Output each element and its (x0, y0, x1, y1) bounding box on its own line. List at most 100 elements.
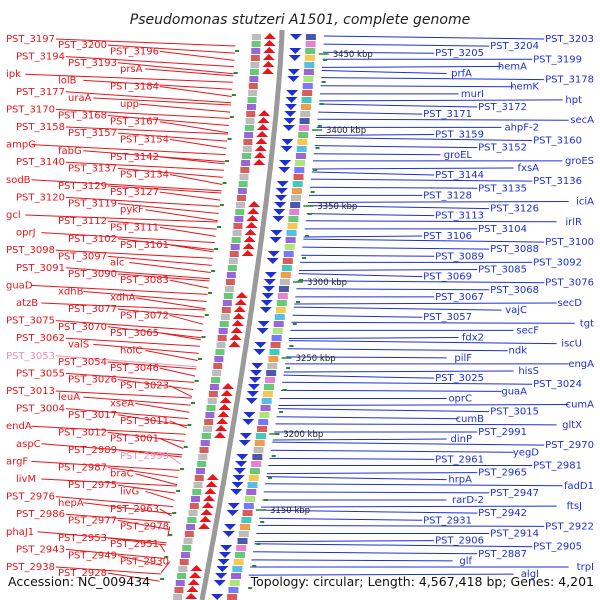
forward-gene-label-pst-3011[interactable]: PST_3011 (120, 416, 169, 427)
reverse-gene-label-fadd1[interactable]: fadD1 (564, 481, 594, 492)
forward-gene-label-pst-3177[interactable]: PST_3177 (16, 87, 65, 98)
reverse-gene-label-pst-3025[interactable]: PST_3025 (435, 373, 484, 384)
forward-gene-label-gcl[interactable]: gcl (6, 210, 21, 221)
reverse-gene-label-muri[interactable]: murI (461, 89, 484, 100)
forward-gene-label-oprj[interactable]: oprJ (16, 228, 36, 239)
reverse-gene-label-iscu[interactable]: iscU (561, 339, 582, 350)
forward-gene-label-pst-2978[interactable]: PST_2978 (120, 522, 169, 533)
forward-gene-label-hepa[interactable]: hepA (58, 498, 84, 509)
reverse-gene-label-pst-3172[interactable]: PST_3172 (478, 102, 527, 113)
forward-gene-label-pst-3091[interactable]: PST_3091 (16, 263, 65, 274)
forward-gene-label-guad[interactable]: guaD (6, 280, 33, 291)
reverse-gene-label-glf[interactable]: glf (459, 556, 472, 567)
forward-gene-label-pst-3111[interactable]: PST_3111 (110, 222, 159, 233)
forward-gene-label-pst-2976[interactable]: PST_2976 (6, 492, 55, 503)
forward-gene-label-pst-2943[interactable]: PST_2943 (16, 544, 65, 555)
forward-gene-label-pst-3055[interactable]: PST_3055 (16, 368, 65, 379)
reverse-gene-label-pst-3088[interactable]: PST_3088 (490, 244, 539, 255)
reverse-gene-label-hiss[interactable]: hisS (518, 366, 539, 377)
forward-gene-label-pst-3013[interactable]: PST_3013 (6, 386, 55, 397)
forward-gene-label-brac[interactable]: braC (110, 469, 134, 480)
forward-gene-label-pst-3101[interactable]: PST_3101 (120, 240, 169, 251)
reverse-gene-label-pst-3204[interactable]: PST_3204 (490, 41, 539, 52)
reverse-gene-label-cumb[interactable]: cumB (456, 414, 485, 425)
forward-gene-label-lolb[interactable]: lolB (58, 75, 77, 86)
reverse-gene-label-pst-3126[interactable]: PST_3126 (490, 204, 539, 215)
forward-gene-label-pst-3200[interactable]: PST_3200 (58, 40, 107, 51)
forward-gene-label-xsea[interactable]: xseA (110, 398, 134, 409)
forward-gene-label-enda[interactable]: endA (6, 421, 32, 432)
reverse-gene-label-algi[interactable]: algI (521, 569, 539, 580)
reverse-gene-label-groes[interactable]: groES (565, 156, 594, 167)
reverse-gene-label-pst-2970[interactable]: PST_2970 (545, 440, 594, 451)
reverse-gene-label-pst-3057[interactable]: PST_3057 (423, 312, 472, 323)
forward-gene-label-ipk[interactable]: ipk (6, 69, 21, 80)
forward-gene-label-pst-3137[interactable]: PST_3137 (68, 163, 117, 174)
reverse-gene-label-pst-2887[interactable]: PST_2887 (478, 549, 527, 560)
reverse-gene-label-pst-3067[interactable]: PST_3067 (435, 292, 484, 303)
reverse-gene-label-pst-3076[interactable]: PST_3076 (545, 278, 594, 289)
forward-gene-label-fabg[interactable]: fabG (58, 146, 82, 157)
forward-gene-label-pst-3046[interactable]: PST_3046 (110, 363, 159, 374)
reverse-gene-label-pst-3092[interactable]: PST_3092 (533, 257, 582, 268)
forward-gene-label-xdha[interactable]: xdhA (110, 293, 136, 304)
reverse-gene-label-pst-3015[interactable]: PST_3015 (490, 407, 539, 418)
forward-gene-label-pst-3184[interactable]: PST_3184 (110, 82, 159, 93)
forward-gene-label-livg[interactable]: livG (120, 486, 139, 497)
reverse-gene-label-pst-3152[interactable]: PST_3152 (478, 143, 527, 154)
reverse-gene-label-pst-3085[interactable]: PST_3085 (478, 264, 527, 275)
forward-gene-label-pst-3140[interactable]: PST_3140 (16, 157, 65, 168)
forward-gene-label-pst-3197[interactable]: PST_3197 (6, 34, 55, 45)
reverse-gene-label-pst-3128[interactable]: PST_3128 (423, 190, 472, 201)
forward-gene-label-pst-3075[interactable]: PST_3075 (6, 316, 55, 327)
reverse-gene-label-pst-3199[interactable]: PST_3199 (533, 54, 582, 65)
forward-gene-label-pst-3026[interactable]: PST_3026 (68, 375, 117, 386)
forward-gene-label-pst-2989[interactable]: PST_2989 (68, 445, 117, 456)
forward-gene-label-pst-3017[interactable]: PST_3017 (68, 410, 117, 421)
forward-gene-label-prsa[interactable]: prsA (120, 64, 143, 75)
reverse-gene-label-groel[interactable]: groEL (444, 150, 473, 161)
forward-gene-label-pst-3154[interactable]: PST_3154 (120, 134, 169, 145)
forward-gene-label-pst-3170[interactable]: PST_3170 (6, 104, 55, 115)
reverse-gene-label-pst-2905[interactable]: PST_2905 (533, 542, 582, 553)
forward-gene-label-pst-3054[interactable]: PST_3054 (58, 357, 107, 368)
forward-gene-label-pst-3102[interactable]: PST_3102 (68, 234, 117, 245)
reverse-gene-label-pst-3178[interactable]: PST_3178 (545, 75, 594, 86)
reverse-gene-label-ftsj[interactable]: ftsJ (567, 501, 582, 512)
forward-gene-label-pst-2975[interactable]: PST_2975 (68, 480, 117, 491)
reverse-gene-label-pst-3136[interactable]: PST_3136 (533, 176, 582, 187)
forward-gene-label-pst-3001[interactable]: PST_3001 (110, 434, 159, 445)
reverse-gene-label-vajc[interactable]: vajC (505, 305, 527, 316)
reverse-gene-label-pst-3100[interactable]: PST_3100 (545, 237, 594, 248)
reverse-gene-label-pst-3113[interactable]: PST_3113 (435, 211, 484, 222)
forward-gene-label-pst-3072[interactable]: PST_3072 (120, 310, 169, 321)
forward-gene-label-xdhb[interactable]: xdhB (58, 287, 84, 298)
forward-gene-label-pst-3053[interactable]: PST_3053 (6, 351, 55, 362)
forward-gene-label-alc[interactable]: alc (110, 258, 124, 269)
forward-gene-label-pst-2963[interactable]: PST_2963 (110, 504, 159, 515)
reverse-gene-label-pst-2906[interactable]: PST_2906 (435, 536, 484, 547)
reverse-gene-label-dinp[interactable]: dinP (451, 434, 473, 445)
forward-gene-label-aspc[interactable]: aspC (16, 439, 41, 450)
forward-gene-label-ampg[interactable]: ampG (6, 140, 36, 151)
reverse-gene-label-hemk[interactable]: hemK (510, 82, 539, 93)
forward-gene-label-phaj1[interactable]: phaJ1 (6, 527, 34, 538)
forward-gene-label-pst-3196[interactable]: PST_3196 (110, 46, 159, 57)
forward-gene-label-pst-3097[interactable]: PST_3097 (58, 251, 107, 262)
forward-gene-label-atzb[interactable]: atzB (16, 298, 38, 309)
reverse-gene-label-pst-3171[interactable]: PST_3171 (423, 109, 472, 120)
forward-gene-label-pst-3023[interactable]: PST_3023 (120, 381, 169, 392)
reverse-gene-label-ahpf-2[interactable]: ahpF-2 (504, 122, 539, 133)
forward-gene-label-argf[interactable]: argF (6, 456, 28, 467)
forward-gene-label-pst-2987[interactable]: PST_2987 (58, 463, 107, 474)
forward-gene-label-pst-3157[interactable]: PST_3157 (68, 128, 117, 139)
reverse-gene-label-ndk[interactable]: ndk (509, 346, 528, 357)
reverse-gene-label-pst-2947[interactable]: PST_2947 (490, 488, 539, 499)
reverse-gene-label-yegd[interactable]: yegD (513, 447, 539, 458)
forward-gene-label-pst-2951[interactable]: PST_2951 (110, 539, 159, 550)
forward-gene-label-vals[interactable]: valS (68, 339, 89, 350)
forward-gene-label-upp[interactable]: upp (120, 99, 139, 110)
reverse-gene-label-pst-3106[interactable]: PST_3106 (423, 231, 472, 242)
reverse-gene-label-pst-3089[interactable]: PST_3089 (435, 251, 484, 262)
reverse-gene-label-oprc[interactable]: oprC (448, 393, 472, 404)
